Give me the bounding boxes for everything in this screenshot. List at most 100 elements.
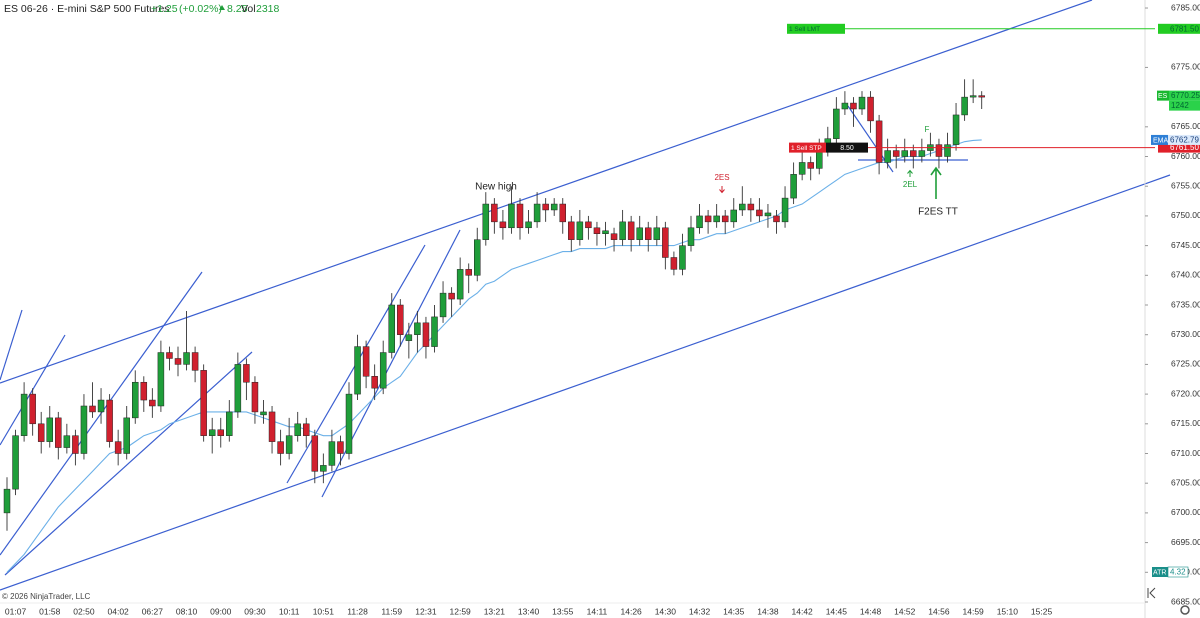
scroll-end-button[interactable]	[1147, 587, 1156, 599]
y-tick-label: 6755.00	[1171, 180, 1200, 190]
change-pct: (+0.02%)	[179, 3, 222, 15]
candle-body	[533, 203, 541, 223]
candle-body	[747, 203, 755, 211]
channel-upper	[0, 0, 1093, 384]
candle-body	[525, 221, 532, 229]
annotation: F	[925, 125, 930, 134]
x-tick-label: 01:07	[5, 606, 27, 616]
order-distance: 8.50	[840, 145, 854, 152]
candle-body	[773, 215, 780, 223]
candle-body	[944, 144, 951, 157]
candle-body	[388, 304, 395, 353]
candle-body	[294, 423, 301, 436]
candle-body	[935, 144, 943, 157]
x-tick-label: 15:25	[1031, 606, 1053, 616]
y-tick-label: 6685.00	[1171, 596, 1200, 606]
candle-body	[867, 96, 874, 122]
candle-body	[140, 381, 148, 401]
candle-body	[910, 150, 917, 157]
x-tick-label: 13:55	[552, 606, 574, 616]
candle-body	[106, 399, 113, 442]
candle-body	[132, 381, 139, 419]
y-tick-label: 6715.00	[1171, 418, 1200, 428]
x-tick-label: 06:27	[142, 606, 164, 616]
candle-body	[593, 227, 601, 234]
y-tick-label: 6750.00	[1171, 210, 1200, 220]
candle-body	[474, 239, 481, 276]
y-tick-label: 6740.00	[1171, 270, 1200, 280]
x-tick-label: 12:59	[450, 606, 472, 616]
candle-body	[841, 102, 849, 110]
candle-body	[491, 203, 498, 223]
candle-body	[448, 292, 455, 300]
last-tag-label: ES	[1158, 93, 1168, 100]
candle-body	[422, 322, 430, 347]
x-tick-label: 11:59	[381, 606, 402, 616]
x-tick-label: 14:35	[723, 606, 745, 616]
atr-tag	[1152, 567, 1168, 577]
arrow	[907, 169, 913, 177]
settings-button[interactable]	[1180, 605, 1190, 615]
x-tick-label: 14:38	[757, 606, 779, 616]
candle-body	[884, 150, 891, 163]
order-label: 1 Sell STP	[791, 145, 822, 152]
x-tick-label: 14:42	[792, 606, 814, 616]
candle-body	[285, 435, 293, 454]
candle-body	[260, 411, 267, 416]
candle-body	[508, 203, 515, 229]
candle-body	[12, 435, 19, 490]
last-extra-tag	[1169, 100, 1200, 111]
ema-tag	[1151, 134, 1168, 145]
last-price: 6770.25	[1171, 91, 1200, 100]
candle-body	[157, 352, 165, 407]
x-tick-label: 14:26	[621, 606, 643, 616]
candle-body	[3, 488, 11, 514]
candle-body	[174, 358, 182, 365]
candle-body	[559, 203, 566, 223]
candle-body	[918, 150, 926, 157]
candle-body	[781, 197, 789, 223]
annotation: 2EL	[903, 180, 918, 189]
candle-body	[550, 203, 558, 211]
y-tick-label: 6745.00	[1171, 240, 1200, 250]
y-tick-label: 6765.00	[1171, 121, 1200, 131]
candle-body	[89, 405, 96, 413]
candle-body	[713, 215, 720, 223]
y-tick-label: 6785.00	[1171, 2, 1200, 12]
x-tick-label: 11:28	[347, 606, 368, 616]
candle-body	[892, 150, 900, 157]
candle-body	[191, 352, 199, 371]
candle-body	[200, 370, 207, 436]
candle-body	[234, 364, 242, 413]
x-tick-label: 10:51	[313, 606, 335, 616]
vol-label: Vol	[241, 3, 256, 15]
candle-body	[320, 465, 327, 472]
atr-value-box	[1167, 566, 1189, 578]
y-tick-label: 6710.00	[1171, 448, 1200, 458]
range: 8.25	[227, 3, 248, 15]
x-tick-label: 14:11	[587, 606, 608, 616]
x-tick-label: 10:11	[279, 606, 300, 616]
x-tick-label: 02:50	[73, 606, 95, 616]
ema-price: 6762.79	[1170, 136, 1199, 145]
x-tick-label: 12:31	[415, 606, 437, 616]
candle-body	[901, 150, 908, 157]
y-tick-label: 6760.00	[1171, 151, 1200, 161]
x-tick-label: 04:02	[108, 606, 130, 616]
candle-body	[790, 174, 797, 199]
candle-body	[20, 393, 28, 436]
order-price-tag	[1158, 23, 1200, 34]
trendline	[321, 229, 461, 498]
candle-body	[516, 203, 524, 229]
x-tick-label: 14:30	[655, 606, 677, 616]
y-tick-label: 6725.00	[1171, 359, 1200, 369]
candle-body	[354, 346, 361, 395]
last-extra: 1242	[1171, 101, 1189, 110]
candle-body	[807, 162, 814, 169]
candle-body	[499, 221, 507, 229]
candle-body	[756, 209, 763, 217]
candle-body	[277, 441, 284, 454]
ema-price-tag	[1168, 134, 1200, 145]
candle-body	[961, 96, 968, 116]
last-price-tag	[1169, 90, 1200, 101]
